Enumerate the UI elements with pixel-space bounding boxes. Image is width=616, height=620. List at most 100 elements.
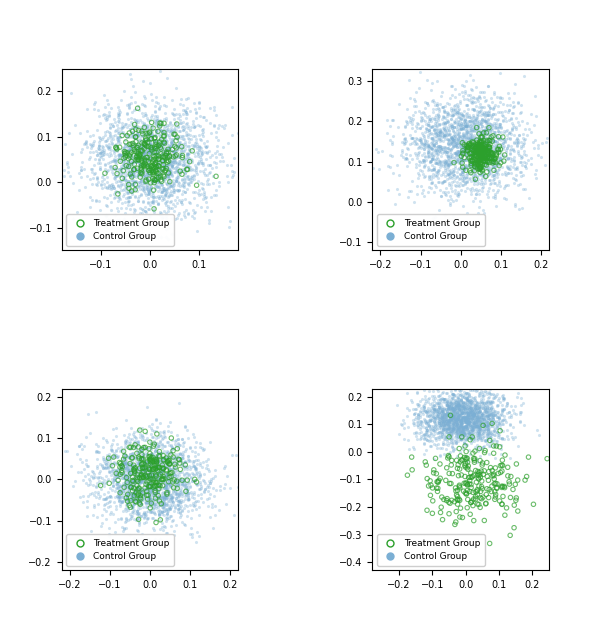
Point	[465, 144, 475, 154]
Point	[469, 392, 479, 402]
Point	[153, 161, 163, 171]
Point	[461, 130, 471, 140]
Point	[135, 473, 145, 483]
Point	[413, 143, 423, 153]
Point	[490, 189, 500, 199]
Point	[109, 155, 119, 165]
Point	[125, 469, 135, 479]
Point	[113, 192, 123, 202]
Point	[477, 409, 487, 419]
Point	[458, 147, 468, 157]
Point	[164, 153, 174, 163]
Point	[460, 393, 469, 403]
Point	[164, 181, 174, 191]
Point	[470, 175, 480, 185]
Point	[150, 438, 160, 448]
Point	[464, 404, 474, 414]
Point	[461, 406, 471, 416]
Point	[223, 202, 233, 212]
Point	[153, 458, 163, 468]
Point	[95, 480, 105, 490]
Point	[200, 206, 210, 216]
Point	[482, 421, 492, 431]
Point	[161, 185, 171, 195]
Point	[82, 502, 92, 512]
Point	[182, 471, 192, 481]
Point	[155, 448, 165, 458]
Point	[141, 175, 151, 185]
Point	[165, 464, 175, 474]
Point	[154, 140, 164, 150]
Point	[208, 177, 218, 187]
Point	[199, 168, 209, 178]
Point	[123, 495, 133, 505]
Point	[99, 192, 108, 202]
Point	[416, 415, 426, 425]
Point	[156, 187, 166, 197]
Point	[458, 408, 468, 418]
Point	[169, 483, 179, 493]
Point	[134, 148, 144, 157]
Point	[142, 458, 152, 467]
Point	[182, 109, 192, 119]
Point	[422, 474, 432, 484]
Point	[471, 137, 480, 147]
Point	[150, 487, 160, 497]
Point	[477, 460, 487, 470]
Point	[134, 454, 144, 464]
Point	[405, 130, 415, 140]
Point	[154, 140, 164, 150]
Point	[185, 106, 195, 116]
Point	[498, 404, 508, 414]
Point	[141, 517, 151, 527]
Point	[472, 401, 482, 410]
Point	[105, 157, 115, 167]
Point	[476, 167, 486, 177]
Point	[455, 426, 465, 436]
Point	[154, 492, 164, 502]
Point	[413, 188, 423, 198]
Point	[490, 144, 500, 154]
Point	[415, 410, 425, 420]
Point	[448, 110, 458, 120]
Point	[489, 120, 499, 130]
Point	[485, 426, 495, 436]
Point	[127, 490, 137, 500]
Point	[456, 415, 466, 425]
Point	[439, 122, 448, 131]
Point	[157, 149, 167, 159]
Point	[115, 485, 124, 495]
Point	[468, 397, 478, 407]
Point	[461, 489, 471, 499]
Point	[517, 152, 527, 162]
Point	[444, 135, 454, 145]
Point	[145, 479, 155, 489]
Point	[183, 149, 193, 159]
Point	[104, 467, 114, 477]
Point	[155, 446, 164, 456]
Point	[474, 148, 484, 157]
Point	[479, 109, 488, 119]
Point	[489, 87, 499, 97]
Point	[484, 425, 493, 435]
Point	[428, 154, 438, 164]
Point	[447, 132, 457, 142]
Point	[139, 469, 148, 479]
Point	[158, 127, 168, 137]
Point	[448, 412, 458, 422]
Point	[219, 483, 229, 493]
Point	[424, 430, 434, 440]
Point	[468, 427, 478, 437]
Point	[131, 137, 141, 147]
Point	[128, 175, 137, 185]
Point	[460, 417, 469, 427]
Point	[407, 115, 417, 125]
Point	[436, 473, 445, 483]
Point	[508, 123, 517, 133]
Point	[475, 146, 485, 156]
Point	[475, 87, 485, 97]
Point	[130, 120, 140, 130]
Point	[452, 401, 461, 410]
Point	[468, 428, 477, 438]
Point	[420, 405, 430, 415]
